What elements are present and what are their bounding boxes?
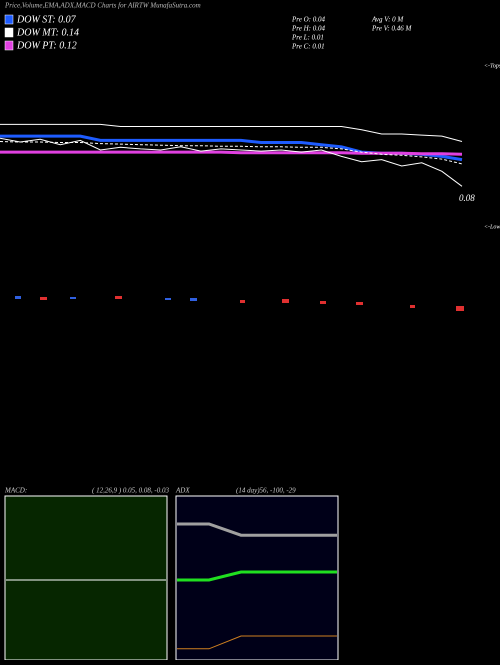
macd-subtitle: ( 12,26,9 ) 0.05, 0.08, -0.03: [92, 487, 169, 495]
series-line: [0, 137, 463, 187]
legend-label: DOW PT: 0.12: [16, 40, 77, 51]
annotation: Pre H: 0.04: [291, 25, 325, 33]
series-line: [0, 141, 463, 165]
annotation: Pre O: 0.04: [291, 16, 325, 24]
legend-label: DOW ST: 0.07: [16, 14, 77, 25]
volume-candles: [15, 296, 464, 311]
series-line: [177, 522, 337, 537]
annotation: <-Lows: [484, 224, 500, 230]
adx-title: ADX: [175, 487, 190, 495]
macd-title: MACD:: [4, 487, 27, 495]
legend-swatch: [4, 27, 14, 38]
series-line: [0, 150, 463, 156]
series-line: [177, 570, 337, 582]
legend-swatch: [4, 14, 14, 25]
annotation: <-Tops: [484, 63, 500, 69]
annotation: Avg V: 0 M: [371, 16, 404, 24]
annotation: Pre C: 0.01: [291, 43, 325, 51]
chart-title: Price,Volume,EMA,ADX,MACD Charts for AIR…: [4, 2, 201, 10]
adx-panel: [175, 495, 339, 661]
annotation: Pre V: 0.46 M: [371, 25, 412, 33]
adx-subtitle: (14 day)56, -100, -29: [236, 487, 296, 495]
legend-label: DOW MT: 0.14: [16, 27, 79, 38]
series-line: [177, 635, 337, 650]
macd-panel: [4, 495, 168, 661]
annotation: 0.08: [459, 193, 475, 203]
annotation: Pre L: 0.01: [291, 34, 324, 42]
legend-swatch: [4, 40, 14, 51]
series-line: [0, 123, 463, 142]
